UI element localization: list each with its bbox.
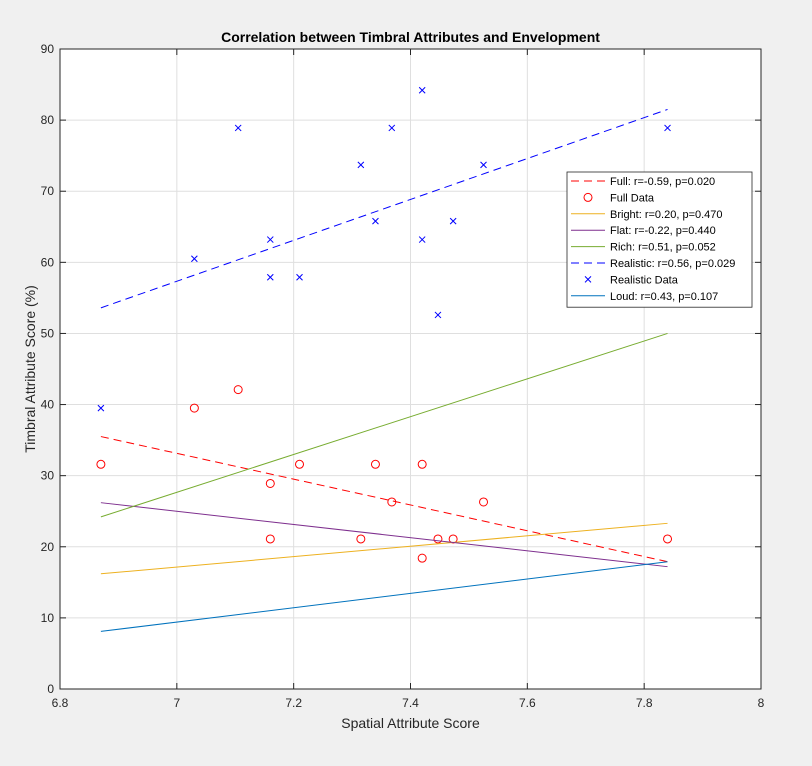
series-line [100, 108, 668, 309]
x-axis-label: Spatial Attribute Score [341, 715, 480, 731]
x-tick-label: 7.6 [519, 696, 536, 710]
data-point [433, 534, 443, 544]
x-marker-stroke [664, 124, 671, 132]
data-point [387, 497, 397, 507]
chart-title: Correlation between Timbral Attributes a… [221, 29, 600, 45]
legend-entry: Realistic: r=0.56, p=0.029 [610, 258, 735, 270]
series-line [100, 332, 668, 518]
x-marker-stroke [388, 124, 396, 132]
x-tick-label: 7.4 [402, 696, 419, 710]
data-point [97, 404, 105, 412]
legend: Full: r=-0.59, p=0.020 Full Data Bright: r… [566, 171, 753, 308]
x-tick-label: 6.8 [52, 696, 69, 710]
data-point [664, 124, 671, 132]
data-point [191, 255, 198, 263]
data-point [356, 534, 366, 544]
data-point [189, 403, 199, 413]
x-marker-stroke [372, 217, 379, 225]
x-marker-stroke [296, 273, 303, 281]
series-line [100, 561, 668, 632]
data-point [233, 385, 243, 395]
data-point [266, 273, 274, 281]
data-point [96, 459, 106, 469]
legend-entry: Bright: r=0.20, p=0.470 [610, 209, 723, 221]
data-point [417, 459, 427, 469]
y-tick-label: 30 [41, 469, 55, 483]
data-point [417, 553, 427, 563]
x-marker-stroke [191, 255, 198, 263]
y-tick-label: 0 [47, 682, 54, 696]
y-tick-label: 10 [41, 611, 55, 625]
x-marker-stroke [584, 276, 592, 283]
y-tick-label: 40 [41, 398, 55, 412]
data-point [388, 124, 396, 132]
y-tick-label: 90 [41, 42, 55, 56]
y-tick-label: 60 [41, 255, 55, 269]
legend-entry: Full Data [610, 192, 655, 204]
data-point [480, 161, 487, 169]
data-point [418, 236, 426, 243]
x-marker-stroke [357, 161, 365, 169]
data-point [418, 86, 426, 94]
x-marker-stroke [418, 86, 426, 94]
y-tick-label: 70 [41, 184, 55, 198]
series-line [100, 436, 668, 563]
y-tick-label: 50 [41, 326, 55, 340]
data-point [265, 478, 275, 488]
x-marker-stroke [97, 404, 105, 412]
legend-swatch [584, 276, 592, 283]
series-line [100, 502, 668, 568]
x-marker-stroke [449, 217, 457, 225]
data-point [479, 497, 489, 507]
y-tick-label: 20 [41, 540, 55, 554]
legend-entry: Loud: r=0.43, p=0.107 [610, 291, 718, 303]
legend-entry: Realistic Data [610, 274, 679, 286]
data-point [449, 217, 457, 225]
x-marker-stroke [434, 311, 442, 319]
data-point [234, 124, 242, 132]
x-tick-label: 7 [173, 696, 180, 710]
x-marker-stroke [480, 161, 487, 169]
x-marker-stroke [234, 124, 242, 132]
data-point [265, 534, 275, 544]
legend-entry: Flat: r=-0.22, p=0.440 [610, 225, 716, 237]
legend-box [566, 171, 753, 308]
x-tick-label: 7.2 [285, 696, 302, 710]
series-line [100, 522, 668, 575]
x-marker-stroke [418, 236, 426, 243]
data-point [372, 217, 379, 225]
legend-swatch [583, 192, 593, 202]
legend-entry: Rich: r=0.51, p=0.052 [610, 242, 716, 254]
data-point [296, 273, 303, 281]
x-tick-label: 8 [758, 696, 765, 710]
y-tick-label: 80 [41, 113, 55, 127]
data-point [266, 236, 274, 243]
data-point [663, 534, 673, 544]
data-point [295, 459, 305, 469]
y-axis-label: Timbral Attribute Score (%) [22, 285, 38, 453]
x-marker-stroke [266, 273, 274, 281]
data-point [370, 459, 380, 469]
data-point [357, 161, 365, 169]
x-tick-label: 7.8 [636, 696, 653, 710]
series-layer [96, 86, 673, 632]
x-marker-stroke [266, 236, 274, 243]
data-point [434, 311, 442, 319]
legend-entry: Full: r=-0.59, p=0.020 [610, 176, 715, 188]
